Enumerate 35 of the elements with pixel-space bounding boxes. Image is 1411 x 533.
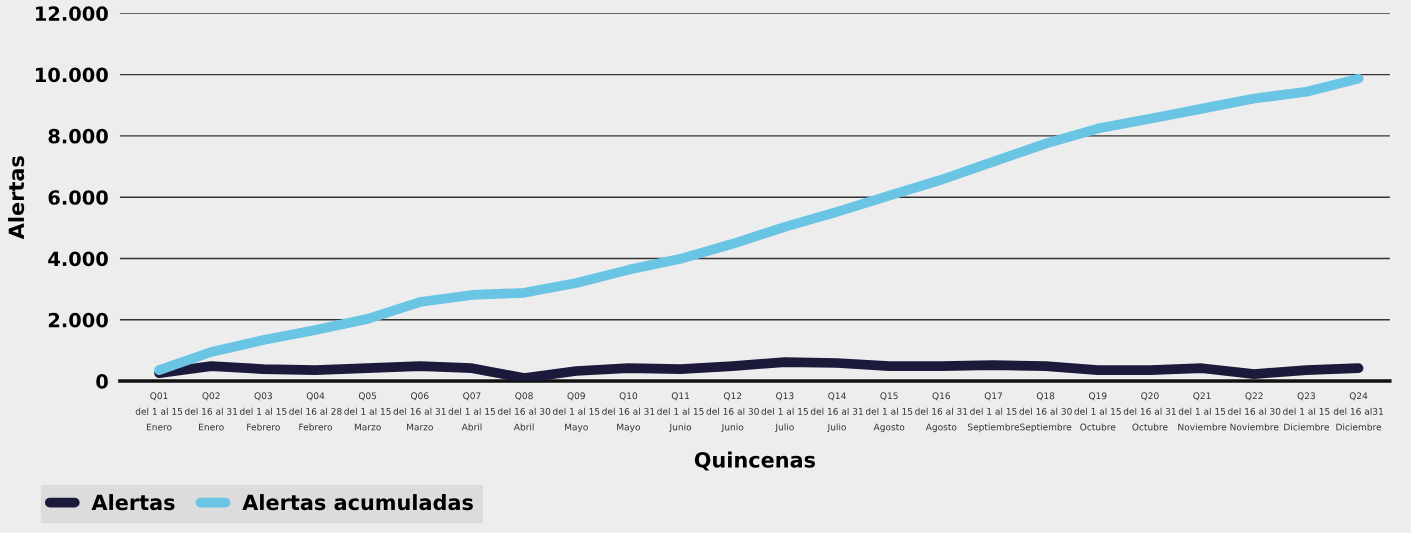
- legend-label: Alertas: [91, 494, 175, 511]
- x-tick-label: Q09 del 1 al 15 Mayo: [552, 392, 600, 433]
- y-axis-title: Alertas: [8, 156, 25, 240]
- x-tick-label: Q11 del 1 al 15 Junio: [657, 392, 704, 433]
- x-tick-label: Q12 del 16 al 30 Junio: [706, 392, 759, 433]
- x-tick-label: Q06 del 16 al 31 Marzo: [393, 392, 446, 431]
- x-tick-label: Q23 del 1 al 15 Diciembre: [1283, 392, 1330, 431]
- x-tick-label: Q20 del 16 al 31 Octubre: [1123, 392, 1176, 431]
- x-tick-label: Q05 del 1 al 15 Marzo: [344, 392, 391, 431]
- x-tick-label: Q07 del 1 al 15 Abril: [448, 392, 496, 431]
- y-tick-label: 12.000: [35, 6, 108, 21]
- x-tick-label: Q19 del 1 al 15 Octubre: [1074, 392, 1121, 431]
- x-tick-label: Q18 del 16 al 30 Septiembre: [1019, 392, 1072, 433]
- x-axis-title: Quincenas: [694, 451, 816, 471]
- x-tick-label: Q10 del 16 al 31 Mayo: [602, 392, 655, 433]
- y-tick-label: 10.000: [35, 67, 108, 83]
- y-tick-label: 0: [96, 374, 108, 389]
- y-tick-label: 8.000: [48, 128, 108, 144]
- x-tick-label: Q01 del 1 al 15 Enero: [135, 392, 183, 431]
- x-tick-label: Q13 del 1 al 15 Julio: [761, 392, 808, 433]
- legend-label: Alertas acumuladas: [242, 494, 473, 511]
- x-tick-label: Q08 del 16 al 30 Abril: [497, 392, 551, 431]
- x-tick-label: Q22 del 16 al 30 Noviembre: [1228, 392, 1281, 431]
- x-tick-label: Q21 del 1 al 15 Noviembre: [1178, 392, 1227, 431]
- y-tick-label: 4.000: [48, 251, 108, 267]
- x-tick-label: Q03 del 1 al 15 Febrero: [240, 392, 287, 431]
- x-tick-label: Q16 del 16 al 31 Agosto: [915, 392, 968, 433]
- x-tick-label: Q04 del 16 al 28 Febrero: [289, 392, 342, 431]
- x-tick-label: Q02 del 16 al 31 Enero: [184, 392, 238, 431]
- x-tick-label: Q15 del 1 al 15 Agosto: [865, 392, 913, 433]
- x-tick-label: Q14 del 16 al 31 Julio: [810, 392, 863, 433]
- y-tick-label: 2.000: [48, 312, 108, 328]
- x-tick-label: Q17 del 1 al 15 Septiembre: [967, 392, 1020, 433]
- y-tick-label: 6.000: [48, 190, 108, 205]
- x-tick-label: Q24 del 16 al31 Diciembre: [1333, 392, 1383, 431]
